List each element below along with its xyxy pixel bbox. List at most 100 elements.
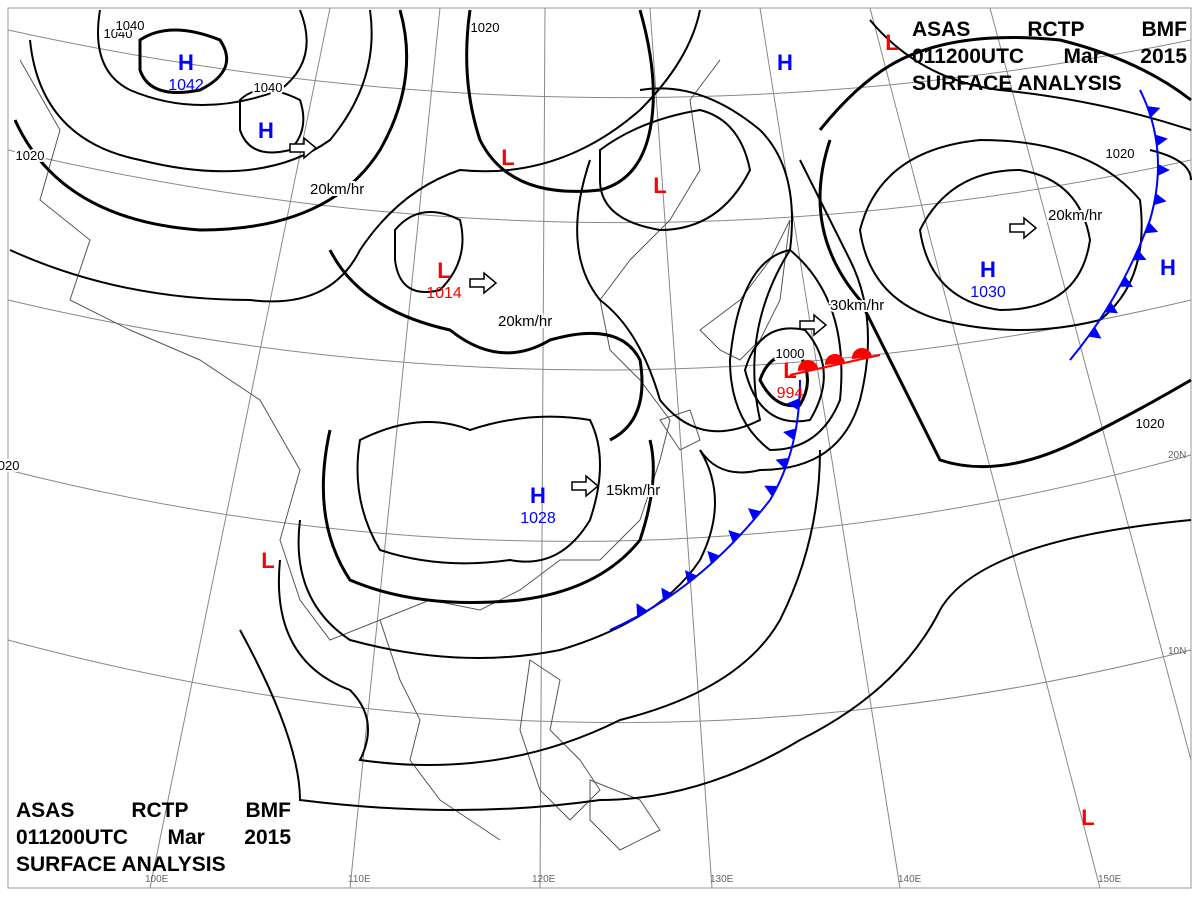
high-pressure-symbol: H — [777, 50, 793, 75]
movement-speed-label: 20km/hr — [498, 313, 552, 330]
title-station: RCTP — [131, 799, 189, 822]
isobar-label: 1040 — [254, 80, 283, 95]
title-time: 011200UTC — [16, 826, 129, 849]
longitude-line — [869, 7, 1101, 889]
low-pressure-symbol: L — [261, 548, 274, 573]
longitude-line — [149, 7, 331, 889]
title-code: BMF — [1141, 18, 1188, 41]
high-pressure-symbol: H — [980, 257, 996, 282]
title-time: 011200UTC — [912, 45, 1025, 68]
title-year: 2015 — [244, 826, 291, 849]
coastlines — [19, 59, 791, 851]
map-border — [7, 7, 1192, 889]
isobars — [9, 9, 1192, 811]
longitude-line — [349, 7, 441, 889]
latitude-label: 10N — [1168, 646, 1186, 657]
longitude-line — [989, 7, 1192, 761]
central-pressure-value: 1042 — [168, 77, 204, 94]
cold-front-triangle-icon — [684, 570, 698, 584]
cold-front-triangle-icon — [787, 398, 800, 411]
latitude-line — [7, 299, 1192, 371]
movement-arrow-icon — [469, 271, 498, 295]
longitude-label: 130E — [710, 874, 734, 885]
isobar-label: 1020 — [1106, 146, 1135, 161]
cold-front-triangle-icon — [764, 485, 778, 497]
cold-front-triangle-icon — [1144, 222, 1159, 234]
isobar-label: 1020 — [0, 458, 19, 473]
cold-front-triangle-icon — [775, 457, 789, 470]
high-pressure-symbol: H — [1160, 255, 1176, 280]
longitude-label: 110E — [348, 874, 371, 885]
latitude-line — [7, 454, 1192, 542]
title-agency: ASAS — [16, 799, 75, 822]
fronts — [609, 89, 1159, 631]
cold-front-triangle-icon — [1119, 276, 1134, 287]
longitude-line — [649, 7, 713, 889]
isobar-label: 1020 — [16, 148, 45, 163]
low-pressure-symbol: L — [437, 258, 450, 283]
cold-front-triangle-icon — [1153, 193, 1167, 206]
cold-front-triangle-icon — [1104, 301, 1119, 314]
cold-front-triangle-icon — [1155, 134, 1168, 147]
movement-speed-label: 15km/hr — [606, 482, 660, 499]
central-pressure-value: 1028 — [520, 510, 556, 527]
central-pressure-value: 994 — [777, 385, 804, 402]
cold-front-triangle-icon — [1133, 249, 1147, 261]
warm-front-semicircle-icon — [797, 359, 818, 371]
cold-front-triangle-icon — [707, 550, 720, 564]
longitude-label: 100E — [145, 874, 169, 885]
title-code: BMF — [245, 799, 292, 822]
title-block-top: ASAS RCTP BMF 011200UTC Mar 2015 SURFACE ANALY… — [912, 16, 1187, 97]
cold-front-triangle-icon — [661, 587, 674, 601]
cold-front — [1069, 89, 1159, 361]
title-month: Mar — [1063, 45, 1101, 68]
movement-speed-label: 20km/hr — [1048, 207, 1102, 224]
longitude-label: 150E — [1098, 874, 1122, 885]
title-block-bottom: ASAS RCTP BMF 011200UTC Mar 2015 SURFACE ANALY… — [16, 797, 291, 878]
cold-front-triangle-icon — [636, 603, 648, 617]
high-pressure-symbol: H — [258, 118, 274, 143]
latitude-line — [7, 29, 1192, 99]
title-analysis: SURFACE ANALYSIS — [16, 853, 226, 876]
map-labels: H 1042 H L 1014 L L H 1028 L 994 H 1030 H H L L L 1040 1040… — [0, 16, 1186, 885]
cold-front-triangle-icon — [747, 508, 762, 521]
title-analysis: SURFACE ANALYSIS — [912, 72, 1122, 95]
movement-arrow-icon — [799, 313, 828, 337]
cold-front-triangle-icon — [1147, 106, 1161, 118]
longitude-line — [539, 7, 546, 889]
title-year: 2015 — [1140, 45, 1187, 68]
cold-front-triangle-icon — [783, 428, 797, 441]
low-pressure-symbol: L — [501, 145, 514, 170]
title-station: RCTP — [1027, 18, 1085, 41]
isobar-label: 1020 — [1136, 416, 1165, 431]
movement-arrow-icon — [1009, 216, 1038, 240]
cold-front-triangle-icon — [728, 530, 742, 543]
warm-front-semicircle-icon — [824, 353, 845, 365]
central-pressure-value: 1014 — [426, 285, 462, 302]
longitude-label: 140E — [898, 874, 922, 885]
movement-arrow-icon — [571, 474, 600, 498]
low-pressure-symbol: L — [1081, 805, 1094, 830]
lat-lon-grid — [7, 7, 1192, 889]
central-pressure-value: 1030 — [970, 284, 1006, 301]
high-pressure-symbol: H — [530, 483, 546, 508]
cold-front — [609, 379, 801, 631]
high-pressure-symbol: H — [178, 50, 194, 75]
warm-front-semicircle-icon — [851, 347, 872, 359]
isobar-label: 1000 — [776, 346, 805, 361]
cold-front-triangle-icon — [1157, 163, 1170, 176]
title-agency: ASAS — [912, 18, 971, 41]
latitude-label: 20N — [1168, 450, 1186, 461]
latitude-line — [7, 639, 1192, 724]
low-pressure-symbol: L — [885, 30, 898, 55]
movement-speed-label: 20km/hr — [310, 181, 364, 198]
cold-front-triangle-icon — [1088, 326, 1102, 339]
longitude-label: 120E — [532, 874, 556, 885]
title-month: Mar — [167, 826, 205, 849]
low-pressure-symbol: L — [783, 358, 796, 383]
movement-arrow-icon — [289, 136, 318, 160]
low-pressure-symbol: L — [653, 173, 666, 198]
isobar-label: 1040 — [104, 26, 133, 41]
